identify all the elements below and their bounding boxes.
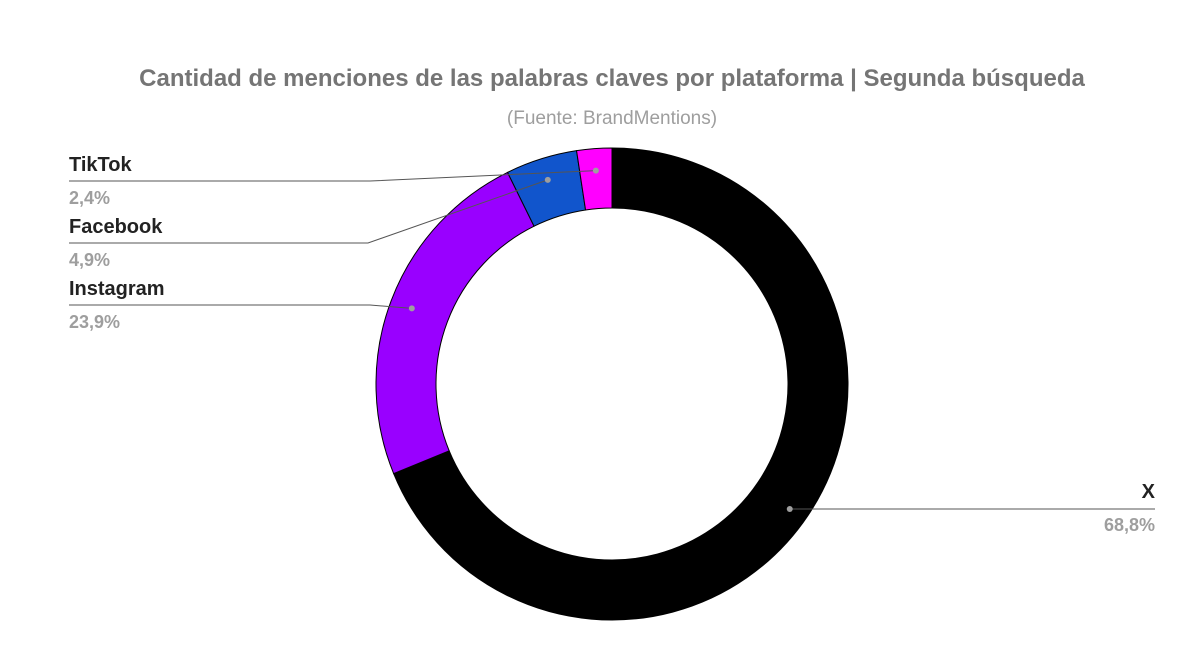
label-value-x: 68,8% bbox=[1104, 515, 1155, 535]
label-name-instagram: Instagram bbox=[69, 278, 165, 300]
slice-instagram[interactable] bbox=[375, 171, 535, 475]
label-name-x: X bbox=[1142, 481, 1156, 503]
leaders-group bbox=[69, 167, 1155, 512]
labels-group: X 68,8% Instagram 23,9% Facebook 4,9% TikTok 2,… bbox=[69, 154, 1156, 535]
slices-group bbox=[375, 147, 849, 621]
leader-dot-instagram bbox=[408, 305, 415, 312]
leader-line-facebook bbox=[69, 179, 548, 244]
label-name-facebook: Facebook bbox=[69, 216, 163, 238]
label-value-tiktok: 2,4% bbox=[69, 188, 110, 208]
slice-x[interactable] bbox=[393, 147, 849, 621]
leader-line-tiktok bbox=[69, 170, 596, 182]
chart-title: Cantidad de menciones de las palabras cl… bbox=[139, 65, 1085, 92]
label-value-facebook: 4,9% bbox=[69, 250, 110, 270]
chart-subtitle: (Fuente: BrandMentions) bbox=[507, 108, 717, 129]
label-value-instagram: 23,9% bbox=[69, 312, 120, 332]
leader-dot-tiktok bbox=[592, 167, 599, 174]
slice-tiktok[interactable] bbox=[575, 147, 613, 211]
leader-line-instagram bbox=[69, 304, 412, 309]
label-name-tiktok: TikTok bbox=[69, 154, 132, 176]
leader-dot-facebook bbox=[544, 176, 551, 183]
leader-dot-x bbox=[786, 506, 793, 512]
